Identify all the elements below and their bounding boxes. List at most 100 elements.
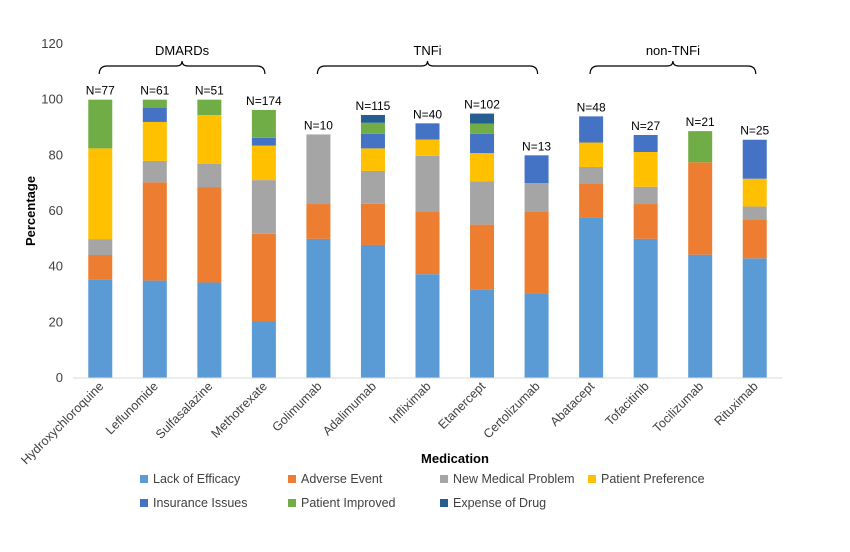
- bar-segment: [360, 114, 385, 123]
- y-tick-label: 40: [49, 259, 63, 274]
- x-tick-label: Sulfasalazine: [153, 379, 216, 442]
- bar-segment: [197, 114, 222, 164]
- legend-swatch: [288, 475, 296, 483]
- bar-segment: [524, 183, 549, 212]
- bar-segment: [470, 289, 495, 378]
- legend-label: New Medical Problem: [453, 472, 575, 486]
- x-tick-label: Tofacitinib: [603, 379, 652, 428]
- legend-swatch: [140, 475, 148, 483]
- group-label: DMARDs: [155, 43, 210, 58]
- legend-label: Adverse Event: [301, 472, 383, 486]
- y-axis: 0 20 40 60 80 100 120: [41, 36, 63, 385]
- x-tick-label: Methotrexate: [209, 379, 271, 441]
- bar-segment: [251, 233, 276, 322]
- bar-segment: [88, 254, 113, 280]
- bar-segment: [415, 155, 440, 212]
- n-label: N=10: [304, 118, 333, 132]
- bar-segment: [579, 142, 604, 168]
- group-bracket: [316, 60, 539, 75]
- bar-segment: [579, 116, 604, 143]
- n-label: N=13: [522, 139, 551, 153]
- bar-segment: [742, 219, 767, 259]
- legend-label: Patient Improved: [301, 496, 396, 510]
- bar-segment: [360, 170, 385, 204]
- x-tick-label: Rituximab: [712, 379, 761, 428]
- bar-segment: [415, 211, 440, 275]
- bar-segment: [360, 122, 385, 134]
- bar-segment: [142, 121, 167, 161]
- bar-segment: [142, 182, 167, 281]
- bar-segment: [633, 151, 658, 187]
- bar-segment: [360, 133, 385, 149]
- n-label: N=61: [140, 84, 169, 98]
- group-label: TNFi: [413, 43, 441, 58]
- bar-segment: [524, 293, 549, 378]
- n-label: N=51: [195, 84, 224, 98]
- bar-segment: [142, 280, 167, 378]
- n-label: N=174: [246, 94, 282, 108]
- x-tick-label: Etanercept: [436, 379, 489, 432]
- y-tick-label: 0: [56, 370, 63, 385]
- n-labels: N=77 N=61 N=51 N=174 N=10 N=115 N=40 N=102 N=13 N…: [86, 84, 770, 154]
- group-bracket: [589, 60, 757, 75]
- y-tick-label: 100: [41, 92, 63, 107]
- group-label: non-TNFi: [646, 43, 700, 58]
- bar-segment: [142, 160, 167, 183]
- bar-segment: [579, 217, 604, 378]
- group-brackets: DMARDs TNFi non-TNFi: [98, 43, 757, 75]
- group-bracket: [98, 60, 266, 75]
- legend-label: Lack of Efficacy: [153, 472, 241, 486]
- bar-segment: [251, 180, 276, 234]
- n-label: N=115: [356, 99, 391, 113]
- bar-segment: [524, 155, 549, 184]
- bar-segment: [633, 135, 658, 152]
- x-tick-label: Infliximab: [386, 379, 433, 426]
- bar-segment: [306, 204, 331, 239]
- bar-segment: [197, 163, 222, 188]
- bar-segment: [470, 181, 495, 225]
- bar-segment: [688, 254, 713, 378]
- n-label: N=102: [464, 98, 500, 112]
- n-label: N=27: [631, 119, 660, 133]
- bar-segment: [142, 108, 167, 122]
- bars: [88, 99, 767, 378]
- bar-segment: [88, 148, 113, 240]
- n-label: N=77: [86, 84, 115, 98]
- bar-segment: [88, 239, 113, 255]
- bar-segment: [251, 145, 276, 181]
- x-tick-label: Abatacept: [548, 379, 598, 429]
- bar-segment: [633, 186, 658, 205]
- bar-segment: [251, 321, 276, 378]
- x-axis-title: Medication: [421, 451, 489, 466]
- legend: Lack of Efficacy Adverse Event New Medical…: [140, 472, 705, 510]
- legend-swatch: [440, 475, 448, 483]
- n-label: N=21: [686, 115, 715, 129]
- bar-segment: [415, 274, 440, 378]
- bar-segment: [360, 244, 385, 378]
- y-tick-label: 60: [49, 203, 63, 218]
- bar-segment: [360, 203, 385, 245]
- legend-swatch: [288, 499, 296, 507]
- bar-segment: [306, 238, 331, 378]
- bar-segment: [742, 258, 767, 378]
- x-tick-label: Hydroxychloroquine: [18, 379, 106, 467]
- bar-segment: [251, 137, 276, 146]
- y-axis-title: Percentage: [23, 176, 38, 246]
- bar-segment: [470, 113, 495, 124]
- legend-swatch: [588, 475, 596, 483]
- bar-segment: [742, 206, 767, 220]
- bar-segment: [142, 99, 167, 109]
- bar-segment: [251, 109, 276, 138]
- bar-segment: [88, 99, 113, 149]
- bar-segment: [470, 224, 495, 290]
- bar-segment: [415, 139, 440, 156]
- bar-segment: [742, 139, 767, 179]
- bar-segment: [688, 162, 713, 255]
- bar-segment: [633, 204, 658, 239]
- x-tick-label: Golimumab: [269, 379, 324, 434]
- bar-segment: [197, 99, 222, 115]
- bar-segment: [197, 282, 222, 378]
- bar-segment: [524, 211, 549, 294]
- x-axis: HydroxychloroquineLeflunomideSulfasalazi…: [18, 377, 782, 467]
